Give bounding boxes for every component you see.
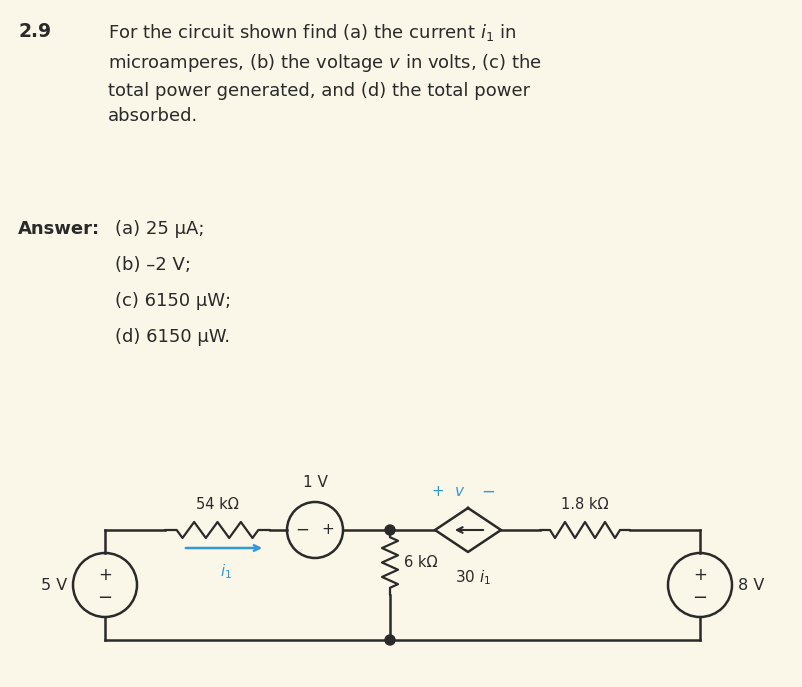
Text: +: + [322,523,334,537]
Text: 6 kΩ: 6 kΩ [404,555,438,570]
Text: $i_1$: $i_1$ [220,562,232,581]
Text: (b) –2 V;: (b) –2 V; [115,256,191,274]
Text: +: + [431,484,444,499]
Text: −: − [692,589,707,607]
Text: (d) 6150 μW.: (d) 6150 μW. [115,328,230,346]
Text: +: + [693,566,707,584]
Text: For the circuit shown find (a) the current $i_1$ in
microamperes, (b) the voltag: For the circuit shown find (a) the curre… [108,22,542,125]
Text: (c) 6150 μW;: (c) 6150 μW; [115,292,231,310]
Circle shape [385,635,395,645]
Text: +: + [98,566,112,584]
Text: 5 V: 5 V [41,578,67,592]
Text: 30 $i_1$: 30 $i_1$ [455,568,491,587]
Circle shape [385,525,395,535]
Text: 2.9: 2.9 [18,22,51,41]
Text: −: − [97,589,112,607]
Text: 1.8 kΩ: 1.8 kΩ [561,497,609,512]
Text: −: − [481,483,495,501]
Text: (a) 25 μA;: (a) 25 μA; [115,220,205,238]
Text: 8 V: 8 V [738,578,764,592]
Text: 1 V: 1 V [302,475,327,490]
Text: $v$: $v$ [455,484,466,499]
Text: 54 kΩ: 54 kΩ [196,497,239,512]
Text: Answer:: Answer: [18,220,100,238]
Text: −: − [295,521,309,539]
